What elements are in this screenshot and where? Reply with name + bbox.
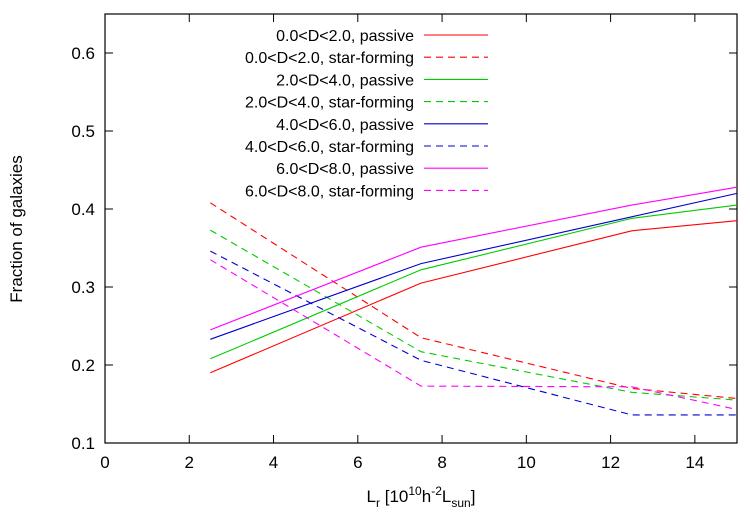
x-tick-label: 6 [353,453,362,472]
x-tick-label: 10 [517,453,536,472]
x-axis-label-sup2: -2 [431,484,442,498]
series-line-3 [210,204,738,360]
x-tick-label: 8 [437,453,446,472]
y-axis-label: Fraction of galaxies [7,155,26,302]
legend-label: 0.0<D<2.0, star-forming [245,50,414,67]
legend-label: 4.0<D<6.0, star-forming [245,139,414,156]
x-axis-label-mid: h [422,487,431,506]
legend-label: 2.0<D<4.0, passive [276,72,414,89]
x-tick-label: 14 [685,453,704,472]
legend-label: 6.0<D<8.0, passive [276,161,414,178]
series-lines [210,186,738,416]
x-tick-label: 12 [601,453,620,472]
y-tick-label: 0.1 [71,434,95,453]
x-tick-label: 4 [269,453,278,472]
y-tick-label: 0.5 [71,122,95,141]
plot-frame [104,13,738,444]
legend-label: 2.0<D<4.0, star-forming [245,95,414,112]
series-line-1 [210,220,738,374]
x-axis-label-mid2: L [442,487,451,506]
y-tick-label: 0.4 [71,200,95,219]
x-axis-label: Lr [1010h-2Lsun] [367,484,476,510]
legend-label: 6.0<D<8.0, star-forming [245,183,414,200]
legend-label: 0.0<D<2.0, passive [276,28,414,45]
series-line-5 [210,192,738,340]
x-axis-label-post: ] [471,487,476,506]
series-line-8 [210,259,738,411]
x-axis-label-pre: [10 [380,487,408,506]
y-tick-label: 0.2 [71,356,95,375]
x-axis-label-sub2: sun [451,496,470,510]
x-axis-label-base-sub: r [376,496,380,510]
axis-ticks: 0 2 4 6 8 10 12 14 0.1 0.2 0.3 0.4 0.5 0.6 [71,14,737,472]
series-line-4 [210,229,738,401]
x-tick-label: 2 [185,453,194,472]
y-tick-label: 0.3 [71,278,95,297]
series-line-6 [210,250,737,416]
x-tick-label: 0 [100,453,109,472]
legend-label: 4.0<D<6.0, passive [276,117,414,134]
x-axis-label-base: L [367,487,376,506]
legend: 0.0<D<2.0, passive 0.0<D<2.0, star-formin… [245,28,488,200]
y-tick-label: 0.6 [71,44,95,63]
series-line-7 [210,186,738,331]
x-axis-label-sup1: 10 [408,484,422,498]
series-line-2 [210,202,738,400]
